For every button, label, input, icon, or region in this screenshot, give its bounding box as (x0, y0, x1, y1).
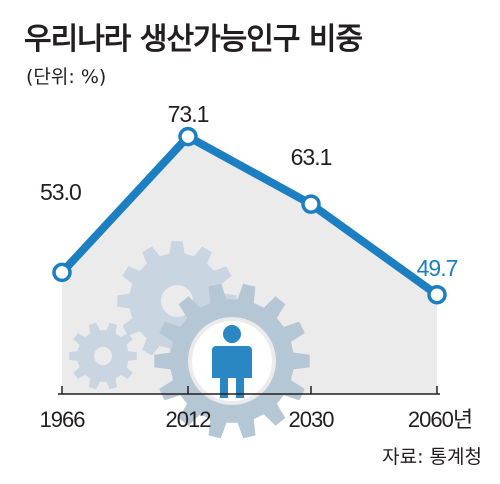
x-tick-label: 2030 (289, 407, 335, 432)
person-icon (212, 325, 252, 398)
source-note: 자료: 통계청 (382, 446, 482, 468)
series-line (58, 132, 441, 299)
value-label: 63.1 (291, 144, 332, 170)
chart-title: 우리나라 생산가능인구 비중 (24, 22, 363, 57)
value-label: 73.1 (168, 101, 209, 127)
data-point-2030 (301, 194, 321, 214)
gear-icon (69, 322, 137, 390)
data-point-1966 (52, 262, 72, 283)
gear-illustration (69, 241, 310, 439)
data-point-2060년 (427, 284, 447, 305)
value-label: 49.7 (417, 255, 458, 281)
x-tick-label: 1966 (40, 407, 86, 432)
x-tick-label: 2060년 (408, 407, 472, 432)
x-tick-label: 2012 (166, 407, 212, 432)
value-label: 53.0 (40, 179, 81, 205)
data-point-2012 (178, 126, 198, 147)
unit-label: (단위: %) (26, 66, 107, 88)
